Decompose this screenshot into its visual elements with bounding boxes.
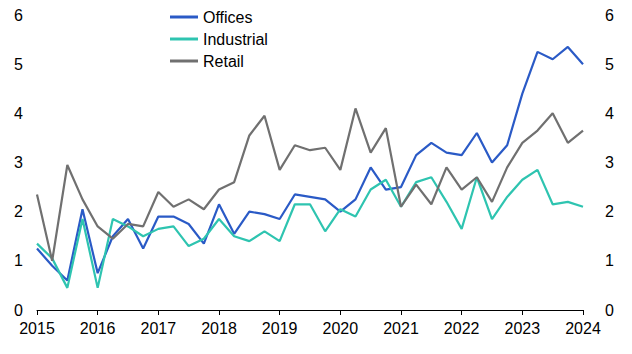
- svg-text:0: 0: [14, 302, 23, 319]
- svg-text:Retail: Retail: [203, 53, 244, 70]
- svg-text:2017: 2017: [141, 320, 177, 337]
- svg-text:Offices: Offices: [203, 9, 253, 26]
- svg-text:1: 1: [605, 252, 614, 269]
- svg-text:4: 4: [605, 105, 614, 122]
- svg-text:2021: 2021: [383, 320, 419, 337]
- svg-text:2015: 2015: [19, 320, 55, 337]
- svg-text:2: 2: [605, 203, 614, 220]
- svg-text:0: 0: [605, 302, 614, 319]
- svg-text:5: 5: [14, 56, 23, 73]
- svg-text:2016: 2016: [80, 320, 116, 337]
- svg-text:2018: 2018: [201, 320, 237, 337]
- svg-text:2020: 2020: [323, 320, 359, 337]
- svg-text:3: 3: [605, 154, 614, 171]
- svg-text:2019: 2019: [262, 320, 298, 337]
- svg-text:2: 2: [14, 203, 23, 220]
- svg-text:2024: 2024: [565, 320, 601, 337]
- svg-text:3: 3: [14, 154, 23, 171]
- svg-text:2023: 2023: [505, 320, 541, 337]
- svg-text:Industrial: Industrial: [203, 31, 268, 48]
- svg-text:1: 1: [14, 252, 23, 269]
- svg-text:4: 4: [14, 105, 23, 122]
- svg-text:6: 6: [605, 7, 614, 24]
- svg-text:6: 6: [14, 7, 23, 24]
- svg-text:2022: 2022: [444, 320, 480, 337]
- svg-text:5: 5: [605, 56, 614, 73]
